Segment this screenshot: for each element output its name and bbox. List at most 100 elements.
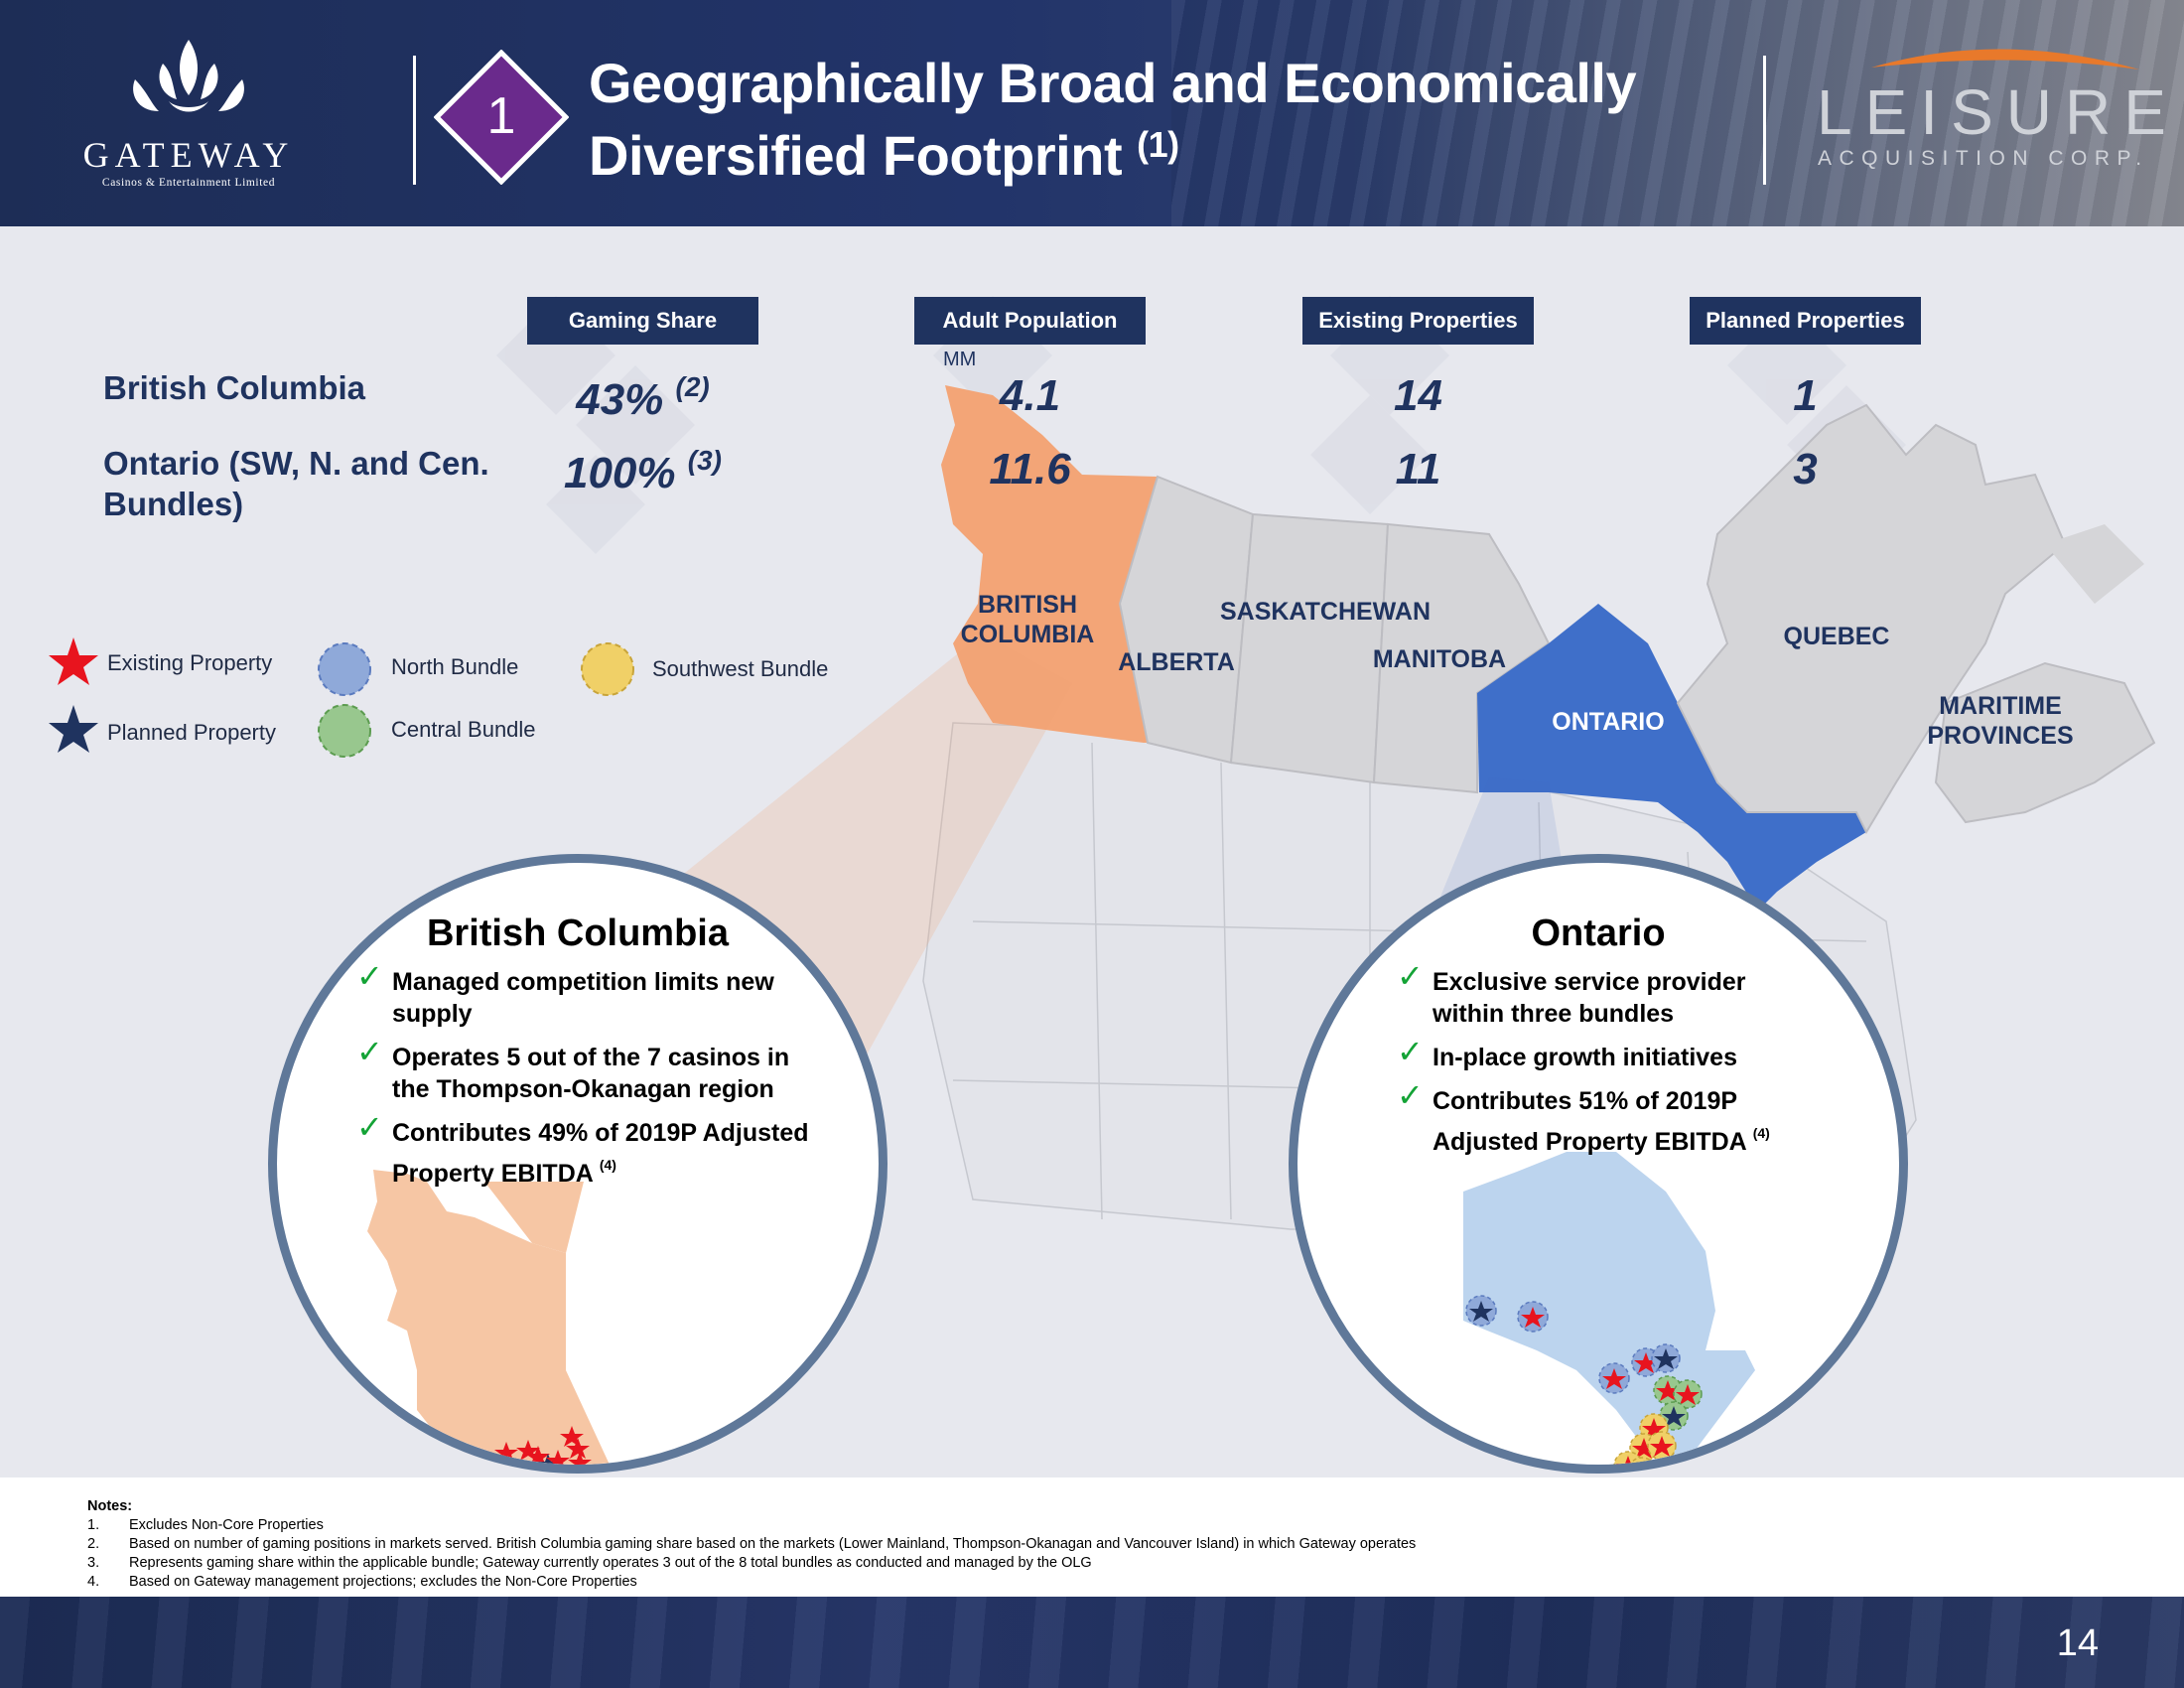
bc-detail-circle: British Columbia ✓ Managed competition li… [268, 854, 887, 1474]
legend-north-bundle: North Bundle [391, 654, 519, 679]
ontario-property-markers [1465, 1295, 1703, 1465]
planned-property-star-icon [49, 705, 98, 753]
bc-bullet-2-text: Operates 5 out of the 7 casinos in the T… [392, 1044, 790, 1103]
ontario-planned-properties: 3 [1793, 445, 1818, 493]
page-title-footnote: (1) [1137, 124, 1179, 165]
ontario-bullet-3-note: (4) [1752, 1125, 1770, 1141]
ontario-bullet-2-text: In-place growth initiatives [1433, 1044, 1737, 1071]
leisure-logo: LEISURE ACQUISITION CORP. [1812, 38, 2166, 187]
ontario-detail-circle: Ontario ✓ Exclusive service provider with… [1289, 854, 1908, 1474]
province-ontario [1477, 604, 1866, 912]
bc-province-map [367, 1170, 610, 1465]
population-unit: MM [943, 349, 977, 370]
ontario-adult-population: 11.6 [989, 445, 1071, 493]
leisure-logo-name: LEISURE [1817, 76, 2179, 148]
canada-provinces [941, 385, 2156, 912]
header-texture [1171, 0, 2184, 226]
bc-adult-population: 4.1 [999, 371, 1061, 420]
ontario-bullet-3-text: Contributes 51% of 2019P Adjusted Proper… [1433, 1087, 1746, 1156]
check-icon: ✓ [356, 1034, 383, 1069]
bc-panel-bullets: ✓ Managed competition limits new supply ✓… [356, 960, 813, 1201]
bc-bullet-1-text: Managed competition limits new supply [392, 968, 774, 1028]
page-title-line2-wrap: Diversified Footprint (1) [589, 114, 1636, 187]
bc-bullet-3-note: (4) [599, 1157, 616, 1173]
note-3: 3. Represents gaming share within the app… [87, 1554, 1416, 1573]
label-saskatchewan: SASKATCHEWAN [1219, 598, 1432, 626]
row-label-bc: British Columbia [103, 369, 366, 406]
page-title-line1: Geographically Broad and Economically [589, 52, 1637, 114]
legend-icons [49, 637, 634, 758]
gateway-lotus-icon [133, 40, 244, 112]
header-divider-left [413, 56, 416, 185]
page-title-line2: Diversified Footprint [589, 124, 1123, 187]
existing-property-star-icon [49, 637, 98, 685]
col-existing-properties: Existing Properties [1302, 297, 1534, 345]
gateway-logo: GATEWAY Casinos & Entertainment Limited [69, 30, 308, 199]
legend-southwest-bundle: Southwest Bundle [652, 656, 829, 681]
bc-bullet-1: ✓ Managed competition limits new supply [356, 960, 813, 1030]
check-icon: ✓ [1397, 958, 1424, 994]
label-ontario: ONTARIO [1552, 708, 1665, 736]
page-title: Geographically Broad and Economically Di… [589, 52, 1637, 187]
note-4: 4. Based on Gateway management projection… [87, 1573, 1416, 1592]
bc-gaming-share-note: (2) [675, 371, 710, 402]
bc-bullet-3-text: Contributes 49% of 2019P Adjusted Proper… [392, 1119, 809, 1188]
label-manitoba: MANITOBA [1372, 645, 1507, 673]
ontario-bullet-3: ✓ Contributes 51% of 2019P Adjusted Prope… [1397, 1079, 1814, 1158]
diamond-badge-icon [434, 50, 569, 185]
ontario-bullet-1-text: Exclusive service provider within three … [1433, 968, 1746, 1028]
leisure-logo-subtitle: ACQUISITION CORP. [1818, 147, 2149, 170]
note-1-num: 1. [87, 1517, 100, 1533]
ontario-panel-bullets: ✓ Exclusive service provider within three… [1397, 960, 1814, 1170]
row-label-ontario: Ontario (SW, N. and Cen. Bundles) [103, 445, 489, 522]
ontario-bullet-1: ✓ Exclusive service provider within three… [1397, 960, 1814, 1030]
header-banner: GATEWAY Casinos & Entertainment Limited … [0, 0, 2184, 226]
label-alberta: ALBERTA [1118, 648, 1235, 676]
content-area: Gaming Share Adult Population Existing P… [0, 226, 2184, 1477]
check-icon: ✓ [356, 1109, 383, 1145]
north-bundle-icon [318, 642, 371, 696]
southwest-bundle-icon [581, 642, 634, 696]
note-4-text: Based on Gateway management projections;… [129, 1574, 637, 1590]
ontario-gaming-share: 100% (3) [527, 445, 758, 498]
ontario-bullet-2: ✓ In-place growth initiatives [1397, 1036, 1814, 1073]
ontario-province-map [1463, 1152, 1755, 1465]
note-2: 2. Based on number of gaming positions in… [87, 1535, 1416, 1554]
col-planned-properties: Planned Properties [1690, 297, 1921, 345]
province-quebec [1676, 403, 2067, 835]
footer-texture [0, 1597, 2184, 1688]
bc-planned-properties: 1 [1793, 371, 1818, 420]
note-1: 1. Excludes Non-Core Properties [87, 1516, 1416, 1535]
note-3-num: 3. [87, 1555, 100, 1571]
legend-existing-property: Existing Property [107, 650, 273, 675]
col-gaming-share: Gaming Share [527, 297, 758, 345]
note-2-text: Based on number of gaming positions in m… [129, 1536, 1417, 1552]
central-bundle-icon [318, 704, 371, 758]
check-icon: ✓ [1397, 1077, 1424, 1113]
gateway-logo-subtitle: Casinos & Entertainment Limited [101, 177, 276, 189]
ontario-gaming-share-value: 100% [563, 449, 676, 497]
footer-banner: 14 [0, 1597, 2184, 1688]
header-divider-right [1763, 56, 1766, 185]
bc-existing-properties: 14 [1394, 371, 1442, 420]
bc-bullet-2: ✓ Operates 5 out of the 7 casinos in the … [356, 1036, 813, 1105]
label-maritime-provinces: MARITIME PROVINCES [1927, 692, 2074, 750]
ontario-existing-properties: 11 [1395, 445, 1441, 493]
bc-property-stars [494, 1426, 592, 1465]
page-number: 14 [2056, 1622, 2099, 1664]
gateway-logo-name: GATEWAY [82, 135, 295, 175]
notes-heading: Notes: [87, 1498, 133, 1514]
bc-gaming-share-value: 43% [576, 375, 664, 424]
note-4-num: 4. [87, 1574, 100, 1590]
province-maritimes [1934, 661, 2156, 824]
note-3-text: Represents gaming share within the appli… [129, 1555, 1092, 1571]
bc-bullet-3: ✓ Contributes 49% of 2019P Adjusted Prope… [356, 1111, 813, 1190]
label-quebec: QUEBEC [1783, 623, 1890, 650]
leisure-arc-icon [1871, 49, 2139, 70]
section-number-badge: 1 [434, 50, 569, 185]
province-british-columbia [941, 385, 1158, 743]
ontario-gaming-share-note: (3) [687, 445, 722, 476]
bc-panel-title: British Columbia [426, 913, 730, 954]
note-1-text: Excludes Non-Core Properties [129, 1517, 324, 1533]
note-2-num: 2. [87, 1536, 100, 1552]
